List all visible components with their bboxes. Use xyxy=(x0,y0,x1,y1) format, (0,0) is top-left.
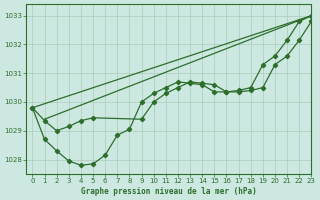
X-axis label: Graphe pression niveau de la mer (hPa): Graphe pression niveau de la mer (hPa) xyxy=(81,187,257,196)
